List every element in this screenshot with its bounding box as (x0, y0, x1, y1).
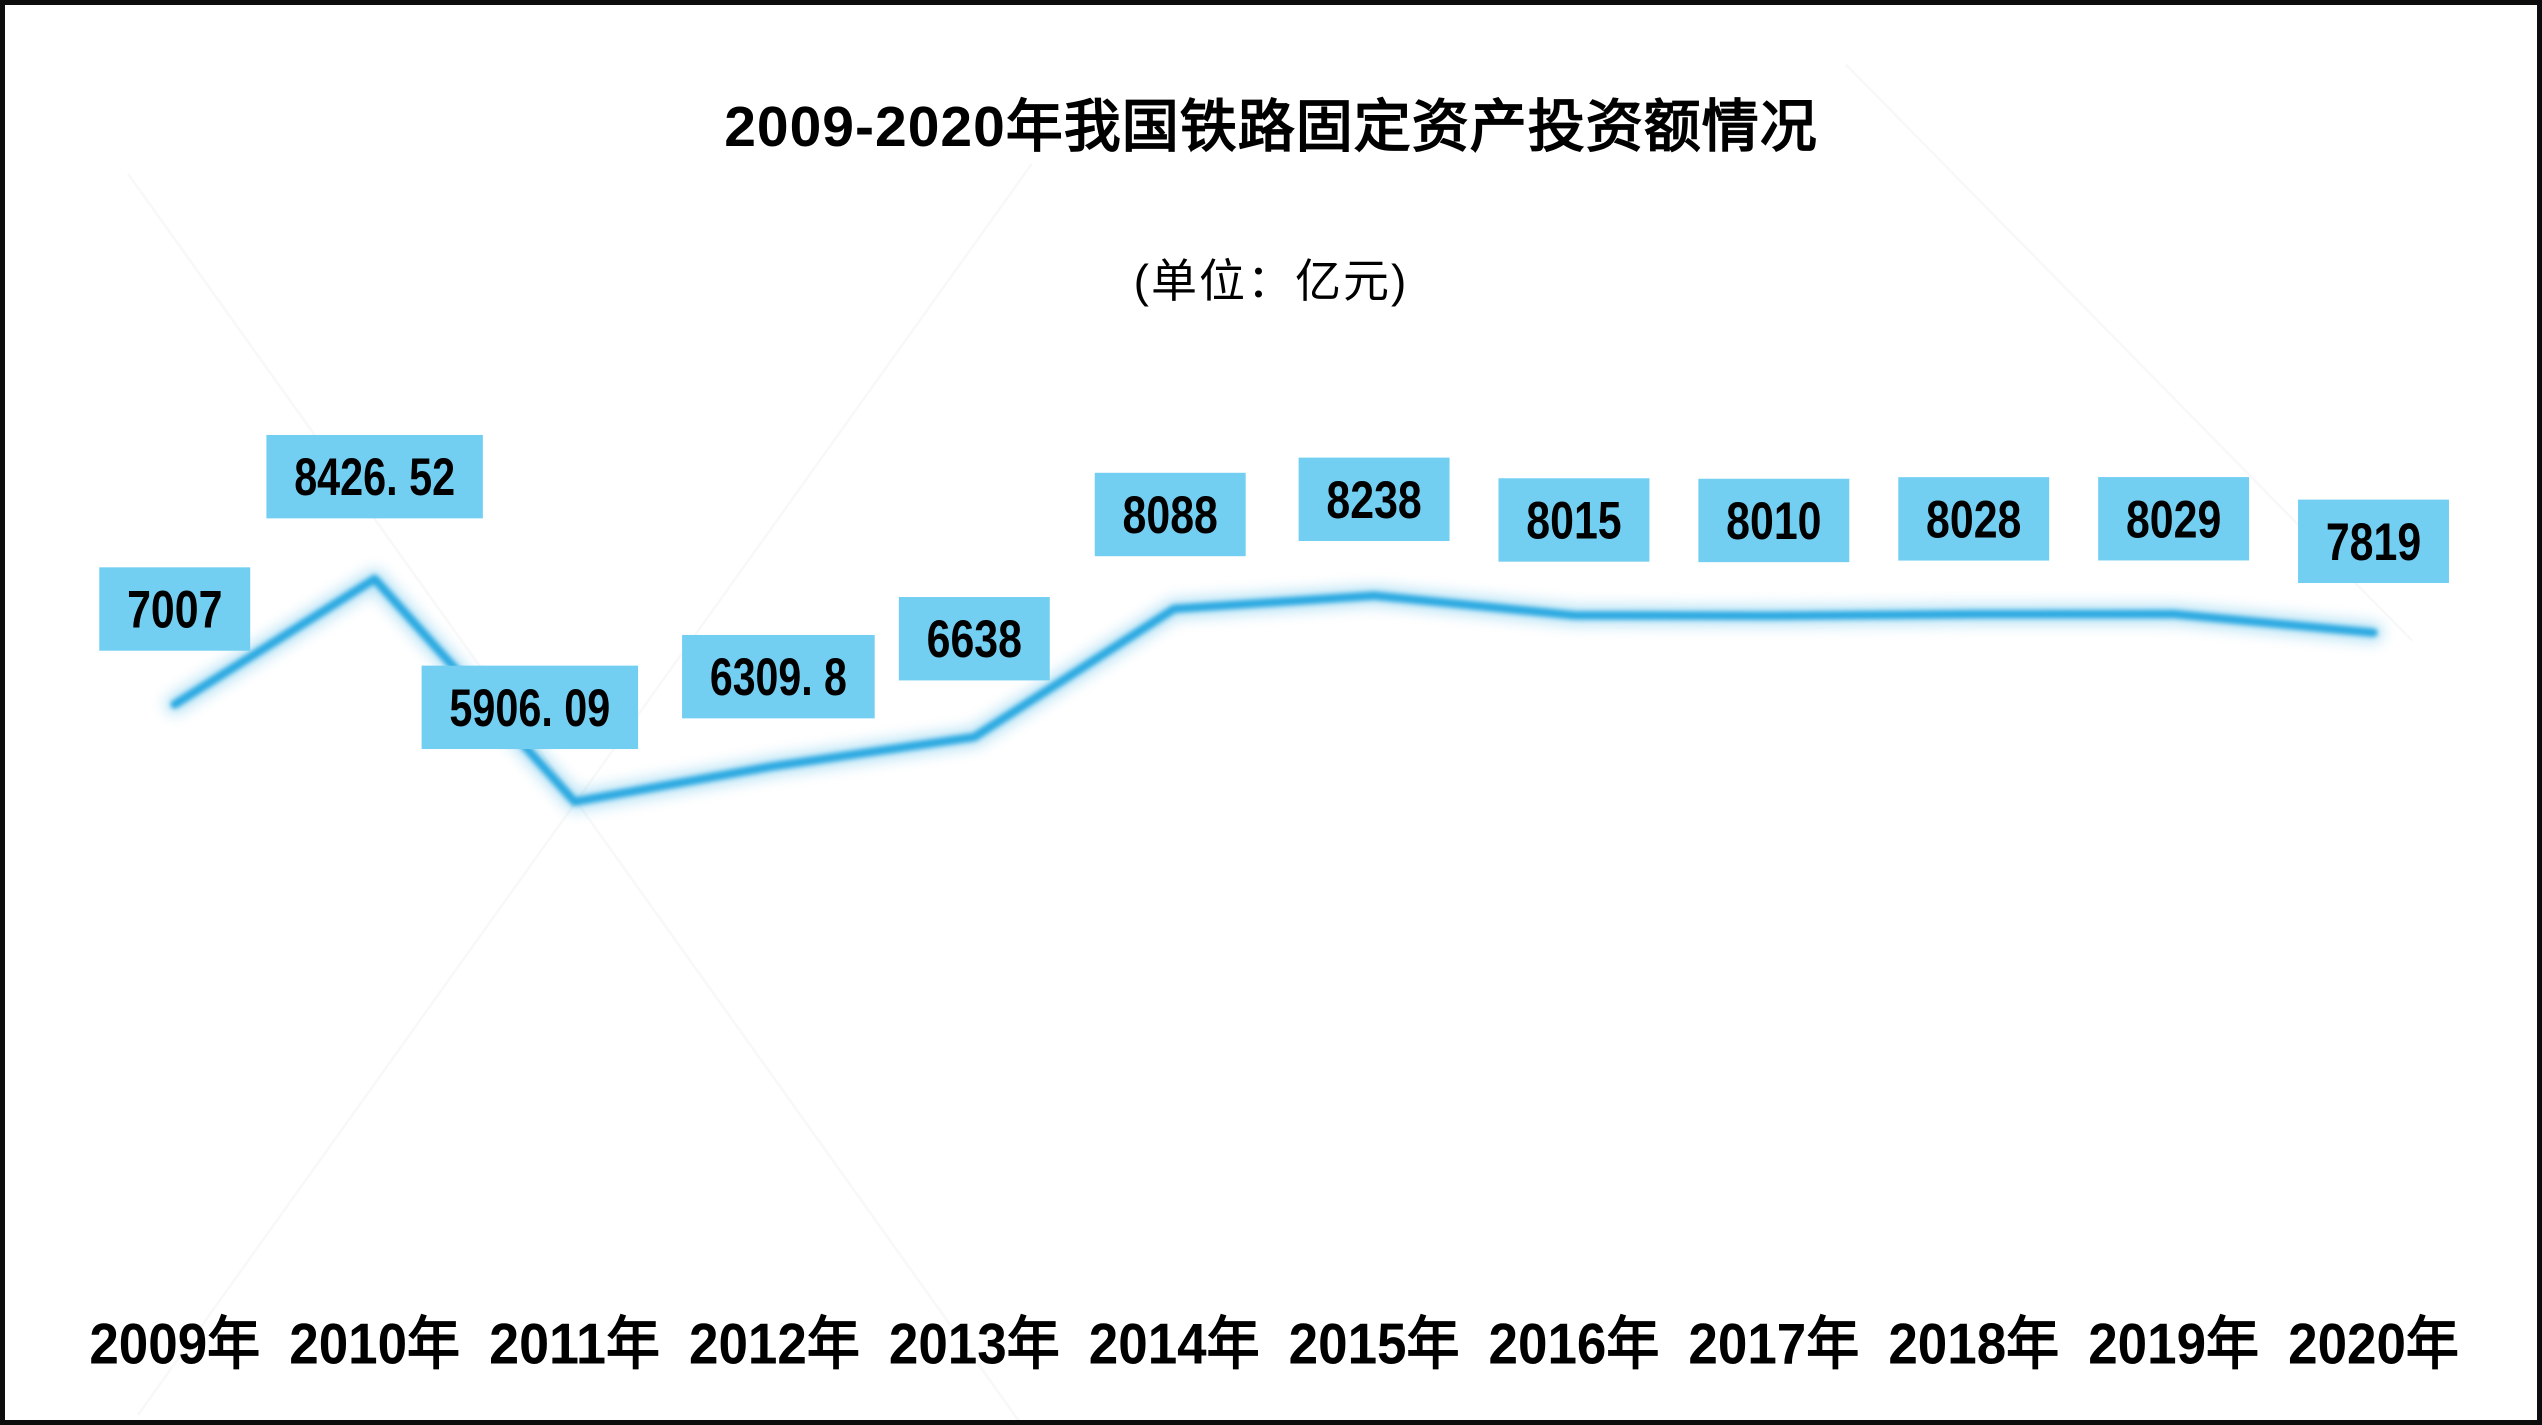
x-axis-label: 2012年 (689, 1312, 860, 1376)
data-label: 8015 (1526, 491, 1621, 550)
data-label-box (1498, 478, 1650, 562)
data-label: 8029 (2126, 490, 2221, 549)
chart-title: 2009-2020年我国铁路固定资产投资额情况 (724, 95, 1818, 159)
data-label-box (421, 665, 639, 750)
data-label-box (2098, 477, 2250, 561)
data-label-box (99, 567, 251, 651)
data-label-box (898, 597, 1050, 681)
data-label-box (266, 434, 483, 519)
data-label-box (1698, 478, 1850, 563)
data-label-box (1898, 477, 2050, 561)
data-label: 7819 (2326, 513, 2421, 572)
data-series-line (170, 574, 2378, 806)
data-label: 8028 (1926, 490, 2021, 549)
x-axis-label: 2018年 (1888, 1312, 2059, 1376)
x-axis-label: 2013年 (889, 1312, 1060, 1376)
data-label-box (1298, 457, 1450, 542)
chart-subtitle: (单位：亿元) (1133, 255, 1409, 307)
data-label: 8426. 52 (294, 448, 455, 507)
x-axis-label: 2009年 (89, 1312, 260, 1376)
data-label-box (682, 634, 875, 719)
data-label: 6309. 8 (710, 648, 847, 707)
x-axis-label: 2017年 (1688, 1312, 1859, 1376)
x-axis-label: 2019年 (2088, 1312, 2259, 1376)
x-axis-label: 2015年 (1289, 1312, 1460, 1376)
line-chart: 7007 8426. 52 5906. 09 6309. 8 6638 8088 8238 8… (89, 63, 2459, 1420)
data-label: 6638 (927, 610, 1022, 669)
x-axis-label: 2020年 (2288, 1312, 2459, 1376)
x-axis-label: 2011年 (489, 1312, 660, 1376)
data-label: 8088 (1123, 486, 1218, 545)
data-label: 5906. 09 (449, 679, 610, 738)
data-label-box (2298, 499, 2449, 584)
data-label-box (1094, 472, 1246, 557)
data-label: 8238 (1326, 471, 1421, 530)
x-axis-label: 2010年 (289, 1312, 460, 1376)
data-label: 7007 (127, 581, 222, 640)
x-axis-label: 2016年 (1489, 1312, 1660, 1376)
x-axis-label: 2014年 (1089, 1312, 1260, 1376)
data-label: 8010 (1726, 492, 1821, 551)
